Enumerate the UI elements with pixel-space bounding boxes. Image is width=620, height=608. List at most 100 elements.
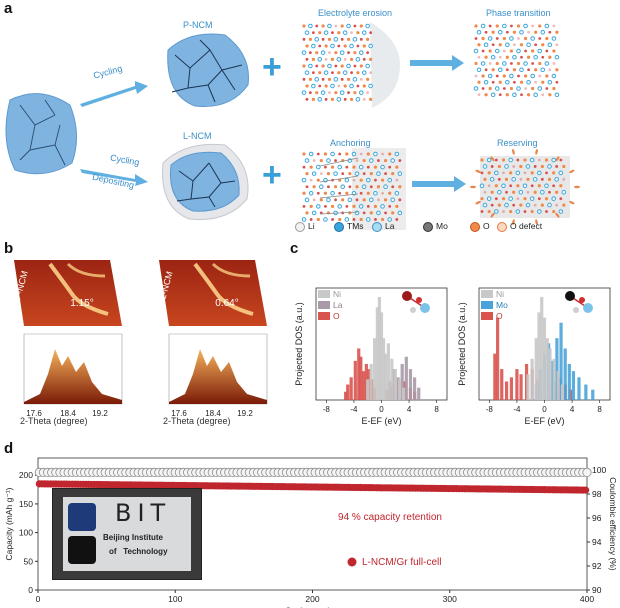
cycling-chart: 0 100 200 300 400 0 50 100 150 200 90 92 94 96 98 100 Cy…: [4, 457, 618, 608]
dos-bar-ni: [548, 348, 552, 400]
dos-xtick: -8: [486, 405, 494, 414]
b-tick-label: 18.4: [205, 409, 221, 418]
dos-bar-ni: [397, 379, 402, 400]
dos-legend-label: O: [496, 311, 503, 321]
legend-dot-icon: [372, 221, 382, 232]
dos-bar-mo: [571, 371, 576, 400]
dos-xtick: 0: [379, 405, 384, 414]
dos-bar-la: [404, 356, 408, 400]
cycle-xlabel: Cycle number: [285, 606, 341, 608]
cycle-ytick: 100: [19, 528, 33, 538]
cluster-center-atom: [402, 291, 412, 301]
dos-bar-ni: [526, 374, 530, 400]
cycle-xtick: 0: [36, 594, 41, 604]
inset-photo: BIT Beijing Institute of Technology: [52, 488, 202, 580]
dos-legend-label: Ni: [333, 289, 341, 299]
cycle-y2tick: 90: [592, 585, 602, 595]
cycle-y2tick: 96: [592, 513, 602, 523]
label-p-ncm: P-NCM: [183, 20, 213, 30]
cluster-la-atom: [420, 303, 430, 313]
dos-legend-swatch: [481, 290, 493, 298]
cycle-y2tick: 92: [592, 561, 602, 571]
dos-bar-ni: [537, 312, 541, 400]
dos-xlabel: E-EF (eV): [524, 416, 564, 426]
cycle-ylabel: Capacity (mAh g⁻¹): [4, 487, 14, 560]
l-ncm-particle: [162, 143, 249, 221]
dos-bar-o: [515, 369, 519, 400]
lattice-phase-transition: [473, 23, 560, 98]
dos-bar-ni: [401, 387, 406, 400]
legend-li: Li: [295, 221, 315, 232]
legend-label: TMs: [347, 221, 364, 231]
dos-bar-ni: [556, 371, 560, 400]
arrow-phase-transition: [410, 55, 464, 71]
dos-bar-ni: [386, 343, 390, 400]
dos-ylabel: Projected DOS (a.u.): [457, 302, 467, 386]
dos-bar-o: [496, 317, 500, 400]
panel-letter-a: a: [4, 0, 13, 17]
cycle-y2tick: 94: [592, 537, 602, 547]
legend-tms: TMs: [334, 221, 364, 232]
legend-dot-icon: [334, 221, 344, 232]
b-tick-label: 19.2: [92, 409, 108, 418]
dos-legend-label: Ni: [496, 289, 504, 299]
dos-bar-ni: [369, 363, 373, 400]
cycle-ytick: 0: [28, 585, 33, 595]
arrow-reserving: [412, 176, 466, 192]
cycle-y2tick: 100: [592, 465, 606, 475]
dos-bar-ni: [379, 312, 384, 400]
dos-bar-ni: [545, 338, 549, 400]
dos-bar-ni: [377, 296, 382, 400]
panel-letter-d: d: [4, 440, 14, 457]
dos-legend-label: O: [333, 311, 340, 321]
label-reserving: Reserving: [497, 138, 538, 148]
legend-marker-icon: [347, 557, 357, 567]
dos-bar-o: [361, 371, 366, 400]
dos-bar-ni: [390, 358, 394, 400]
arrow-cycling-top: [80, 81, 148, 107]
dos-bar-ni: [375, 307, 379, 400]
dos-legend-swatch: [481, 301, 493, 309]
lattice-reserving: [470, 148, 580, 226]
legend-mo: Mo: [423, 221, 448, 232]
capacity-series: [35, 480, 590, 494]
legend-label: O defect: [510, 221, 543, 231]
cluster-la-atom: [583, 303, 593, 313]
label-l-ncm: L-NCM: [183, 131, 212, 141]
cycle-y2label: Coulombic efficiency (%): [608, 477, 618, 571]
dos-bar-ni: [542, 317, 547, 400]
bit-emblem-bottom: [68, 536, 96, 564]
dos-bar-ni: [366, 379, 370, 400]
dos-xtick: -4: [350, 405, 358, 414]
b-tick-label: 18.4: [60, 409, 76, 418]
legend-o: O: [470, 221, 490, 232]
b-xlabel-left: 2-Theta (degree): [20, 416, 88, 426]
cycle-xtick: 100: [168, 594, 182, 604]
dos-bar-ni: [540, 296, 544, 400]
dos-bar-mo: [584, 384, 588, 400]
dos-bar-mo: [591, 389, 595, 400]
dos-bar-ni: [384, 353, 388, 400]
b-tick-label: 17.6: [26, 409, 42, 418]
dos-bar-o: [349, 377, 353, 400]
dos-xtick: 0: [542, 405, 547, 414]
dos-legend-swatch: [318, 290, 330, 298]
lattice-anchoring: [301, 148, 406, 230]
dos-bar-mo: [567, 363, 571, 400]
b-angle-label: 1.15°: [70, 298, 93, 309]
dos-bar-o: [493, 353, 497, 400]
dos-bar-ni: [560, 384, 565, 400]
dos-bar-mo: [563, 348, 567, 400]
dos-bar-o: [500, 369, 504, 400]
dos-xtick: 8: [597, 405, 602, 414]
legend-label: La: [385, 221, 395, 231]
dos-xtick: -4: [513, 405, 521, 414]
cycle-ytick: 50: [24, 556, 34, 566]
dos-xtick: 8: [434, 405, 439, 414]
cycle-ytick: 200: [19, 470, 33, 480]
dos-bar-o: [344, 391, 348, 400]
cycle-legend-label: L-NCM/Gr full-cell: [362, 557, 441, 568]
dos-bar-ni: [552, 358, 556, 400]
inset-card: BIT Beijing Institute of Technology: [63, 497, 191, 571]
